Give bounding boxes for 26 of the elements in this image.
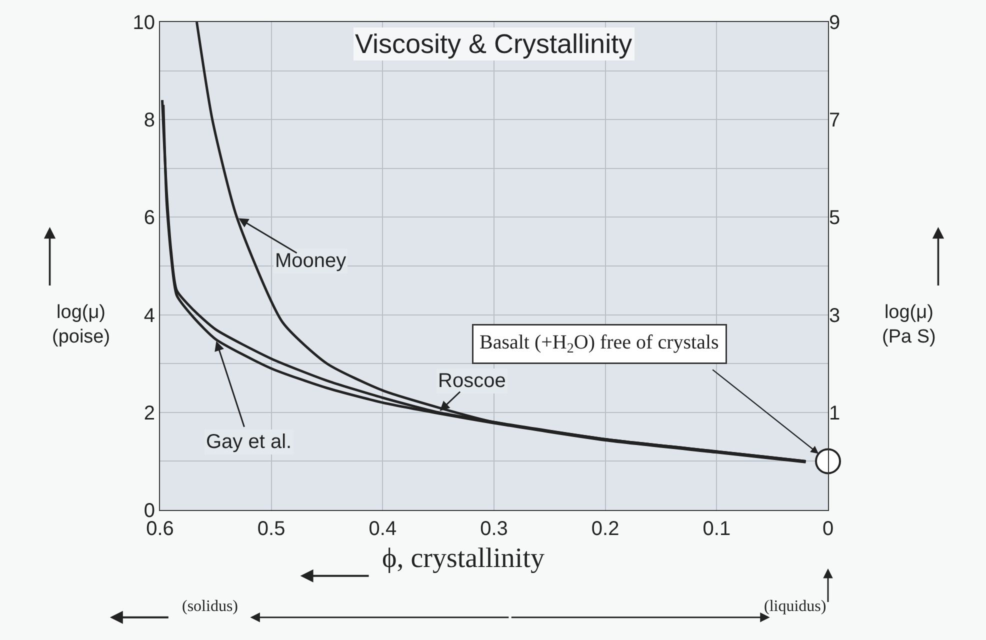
annotation: Basalt (+H$_{2}$O) free of crystals [480, 332, 720, 357]
y-axis-title: log(μ) (poise) [52, 302, 110, 348]
series-label: Roscoe [438, 370, 506, 392]
x-tick-label: 0.1 [702, 518, 731, 540]
x-tick-label: 0.4 [368, 518, 397, 540]
x-tick-label: 0 [822, 518, 834, 540]
y-tick-label: 2 [144, 402, 155, 424]
y2-tick-label: 5 [829, 207, 840, 230]
x-tick-label: 0.5 [257, 518, 286, 540]
y-tick-label: 8 [144, 110, 155, 132]
y2-tick-label: 3 [829, 304, 840, 327]
x-axis-title: ϕ, crystallinity [382, 543, 544, 574]
y2-tick-label: 7 [829, 110, 840, 132]
y2-tick-label: 1 [829, 402, 840, 424]
series-label: Mooney [275, 250, 346, 272]
x-tick-label: 0.3 [480, 518, 508, 540]
y-tick-label: 10 [132, 12, 155, 34]
text: (liquidus) [764, 598, 826, 615]
chart-title: Viscosity & Crystallinity [355, 29, 633, 59]
x-tick-label: 0.2 [591, 518, 620, 540]
text: (solidus) [182, 598, 238, 615]
y2-tick-label: 9 [829, 12, 840, 34]
y-tick-label: 6 [144, 207, 155, 230]
y2-axis-title: log(μ) (Pa S) [882, 302, 936, 348]
y-tick-label: 4 [144, 304, 155, 327]
text: Gay et al. [206, 431, 292, 453]
